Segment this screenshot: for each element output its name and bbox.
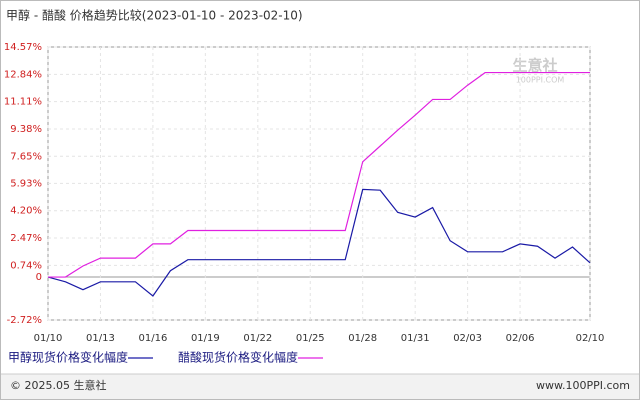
x-tick-label: 02/03 — [453, 333, 482, 344]
x-tick-label: 01/16 — [138, 333, 167, 344]
legend-label: 醋酸现货价格变化幅度 — [178, 350, 298, 365]
x-tick-label: 01/28 — [348, 333, 377, 344]
y-tick-label: 0 — [36, 272, 42, 283]
y-tick-label: 9.38% — [10, 124, 42, 135]
y-tick-label: 4.20% — [10, 206, 42, 217]
y-tick-label: 14.57% — [4, 42, 42, 53]
x-tick-label: 01/31 — [401, 333, 430, 344]
y-tick-label: 12.84% — [4, 69, 42, 80]
y-tick-label: 2.47% — [10, 233, 42, 244]
x-tick-label: 01/13 — [86, 333, 115, 344]
series-line — [48, 71, 590, 278]
x-tick-label: 01/22 — [243, 333, 272, 344]
x-tick-label: 01/19 — [191, 333, 220, 344]
footer-left: © 2025.05 生意社 — [10, 378, 106, 392]
watermark: 生意社 — [512, 57, 557, 75]
y-tick-label: 0.74% — [10, 260, 42, 271]
footer-bar — [1, 374, 639, 399]
x-tick-label: 02/10 — [576, 333, 605, 344]
footer-right: www.100PPI.com — [536, 379, 630, 392]
watermark-url: 100PPI.COM — [516, 76, 565, 85]
legend-label: 甲醇现货价格变化幅度 — [8, 350, 128, 365]
x-tick-label: 01/25 — [296, 333, 325, 344]
y-tick-label: -2.72% — [7, 315, 42, 326]
chart-title: 甲醇 - 醋酸 价格趋势比较(2023-01-10 - 2023-02-10) — [6, 8, 303, 23]
series-line — [47, 188, 591, 297]
x-tick-label: 02/06 — [506, 333, 535, 344]
y-tick-label: 11.11% — [4, 97, 42, 108]
x-tick-label: 01/10 — [34, 333, 63, 344]
y-tick-label: 5.93% — [10, 178, 42, 189]
y-tick-label: 7.65% — [10, 151, 42, 162]
